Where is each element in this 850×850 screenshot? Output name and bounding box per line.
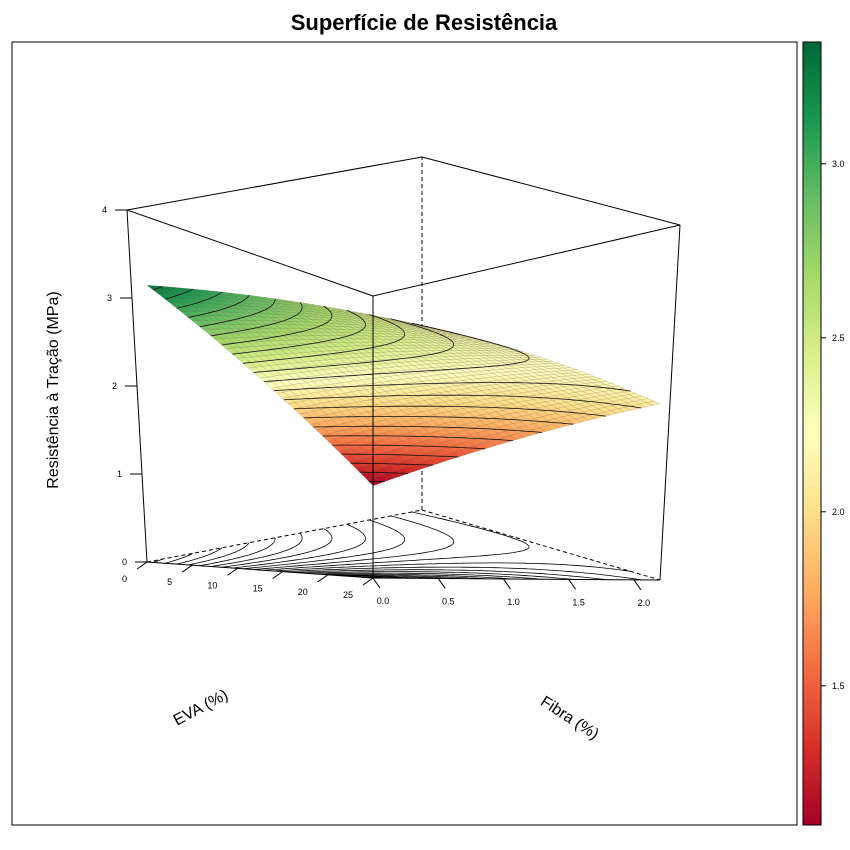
surface-contour-line: [188, 295, 250, 318]
x-tick-label: 10: [207, 580, 217, 590]
colorbar-ticks: 1.5 2.0 2.5 3.0: [821, 159, 845, 691]
floor-contour-line: [199, 537, 276, 567]
z-axis-title: Resistência à Tração (MPa): [45, 291, 62, 488]
surface-contour-line: [273, 382, 631, 392]
surface-contour-line: [341, 453, 459, 458]
box-back-edges: [126, 156, 681, 581]
box-front-edges: [146, 296, 661, 581]
z-tick-label: 0: [122, 557, 127, 567]
floor-contour-line: [263, 511, 530, 571]
surface-contour-line: [332, 444, 486, 450]
y-tick-mark: [372, 577, 381, 589]
x-tick-mark: [227, 567, 238, 576]
surface-contour-line: [210, 302, 303, 337]
colorbar: [802, 41, 822, 826]
x-tick-mark: [181, 564, 193, 573]
surface-contour-line: [313, 425, 543, 433]
colorbar-tick-label: 3.0: [832, 159, 845, 169]
floor-contour-line: [221, 528, 333, 568]
y-tick-mark: [568, 579, 577, 590]
box-edge: [126, 156, 423, 211]
surface-contours: [152, 286, 642, 482]
z-tick-label: 4: [102, 205, 107, 215]
z-tick-label: 3: [107, 293, 112, 303]
axis-ticks: 0 1 2 3 4 0 5 10 15 20 25 0.0 0.5 1.0 1.5 2.0: [102, 205, 650, 608]
colorbar-tick-label: 1.5: [832, 681, 845, 691]
surface-contour-line: [199, 298, 276, 328]
x-tick-label: 0: [122, 574, 127, 584]
y-tick-label: 0.0: [377, 596, 390, 606]
y-axis-title: Fibra (%): [537, 693, 601, 743]
box-edge: [126, 209, 374, 297]
y-tick-label: 0.5: [442, 596, 455, 606]
box-edge: [421, 156, 681, 226]
box-edge: [421, 509, 661, 581]
x-tick-mark: [272, 571, 283, 580]
box-edge: [146, 509, 423, 563]
x-axis-title: EVA (%): [171, 687, 231, 730]
surface-contour-line: [221, 305, 333, 346]
surface-contour-line: [152, 286, 164, 291]
y-tick-label: 2.0: [638, 598, 651, 608]
x-tick-mark: [362, 577, 374, 586]
x-tick-mark: [317, 574, 329, 583]
colorbar-tick-label: 2.5: [832, 333, 845, 343]
surface-contour-line: [322, 435, 513, 441]
surface-contour-line: [359, 471, 409, 474]
floor-contour-line: [176, 547, 223, 565]
y-tick-mark: [633, 579, 642, 591]
y-tick-mark: [503, 578, 511, 590]
surface-facet: [646, 400, 661, 406]
box-edge: [146, 561, 374, 579]
x-tick-label: 25: [343, 590, 353, 600]
surface-contour-line: [283, 394, 642, 409]
box-edge: [659, 224, 681, 581]
surface-contour-line: [164, 288, 194, 300]
colorbar-tick-label: 2.0: [832, 507, 845, 517]
surface-contour-line: [263, 322, 530, 382]
y-tick-mark: [437, 578, 446, 589]
y-tick-label: 1.0: [507, 597, 520, 607]
floor-contour-line: [210, 532, 303, 567]
box-edge: [372, 577, 661, 581]
chart-title: Superfície de Resistência: [291, 10, 558, 35]
z-tick-label: 2: [112, 381, 117, 391]
floor-contour-line: [232, 523, 366, 569]
x-tick-label: 20: [298, 587, 308, 597]
floor-contour-line: [243, 519, 406, 570]
y-tick-label: 1.5: [572, 597, 585, 607]
surface-contour-line: [253, 318, 455, 373]
surface-contour-line: [293, 405, 607, 417]
surface-contour-line: [176, 291, 223, 309]
surface-contour-line: [303, 416, 574, 425]
floor-contours: [152, 511, 642, 581]
surface-contour-line: [232, 309, 366, 355]
x-tick-label: 5: [167, 577, 172, 587]
box-edge: [372, 224, 681, 297]
plot-frame: [11, 41, 798, 826]
surface-contour-line: [243, 314, 406, 364]
floor-contour-line: [188, 542, 250, 566]
z-tick-label: 1: [117, 469, 122, 479]
x-tick-mark: [136, 561, 148, 570]
x-tick-label: 15: [253, 584, 263, 594]
